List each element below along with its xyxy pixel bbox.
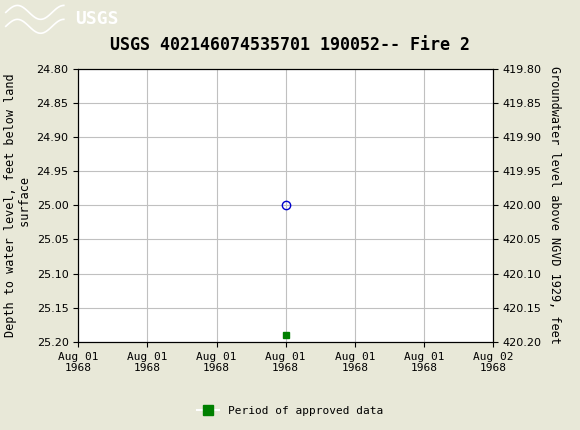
Legend: Period of approved data: Period of approved data: [193, 401, 387, 420]
Y-axis label: Groundwater level above NGVD 1929, feet: Groundwater level above NGVD 1929, feet: [548, 66, 561, 344]
Y-axis label: Depth to water level, feet below land
 surface: Depth to water level, feet below land su…: [5, 74, 32, 337]
Text: USGS 402146074535701 190052-- Fire 2: USGS 402146074535701 190052-- Fire 2: [110, 36, 470, 54]
Text: USGS: USGS: [75, 10, 119, 28]
